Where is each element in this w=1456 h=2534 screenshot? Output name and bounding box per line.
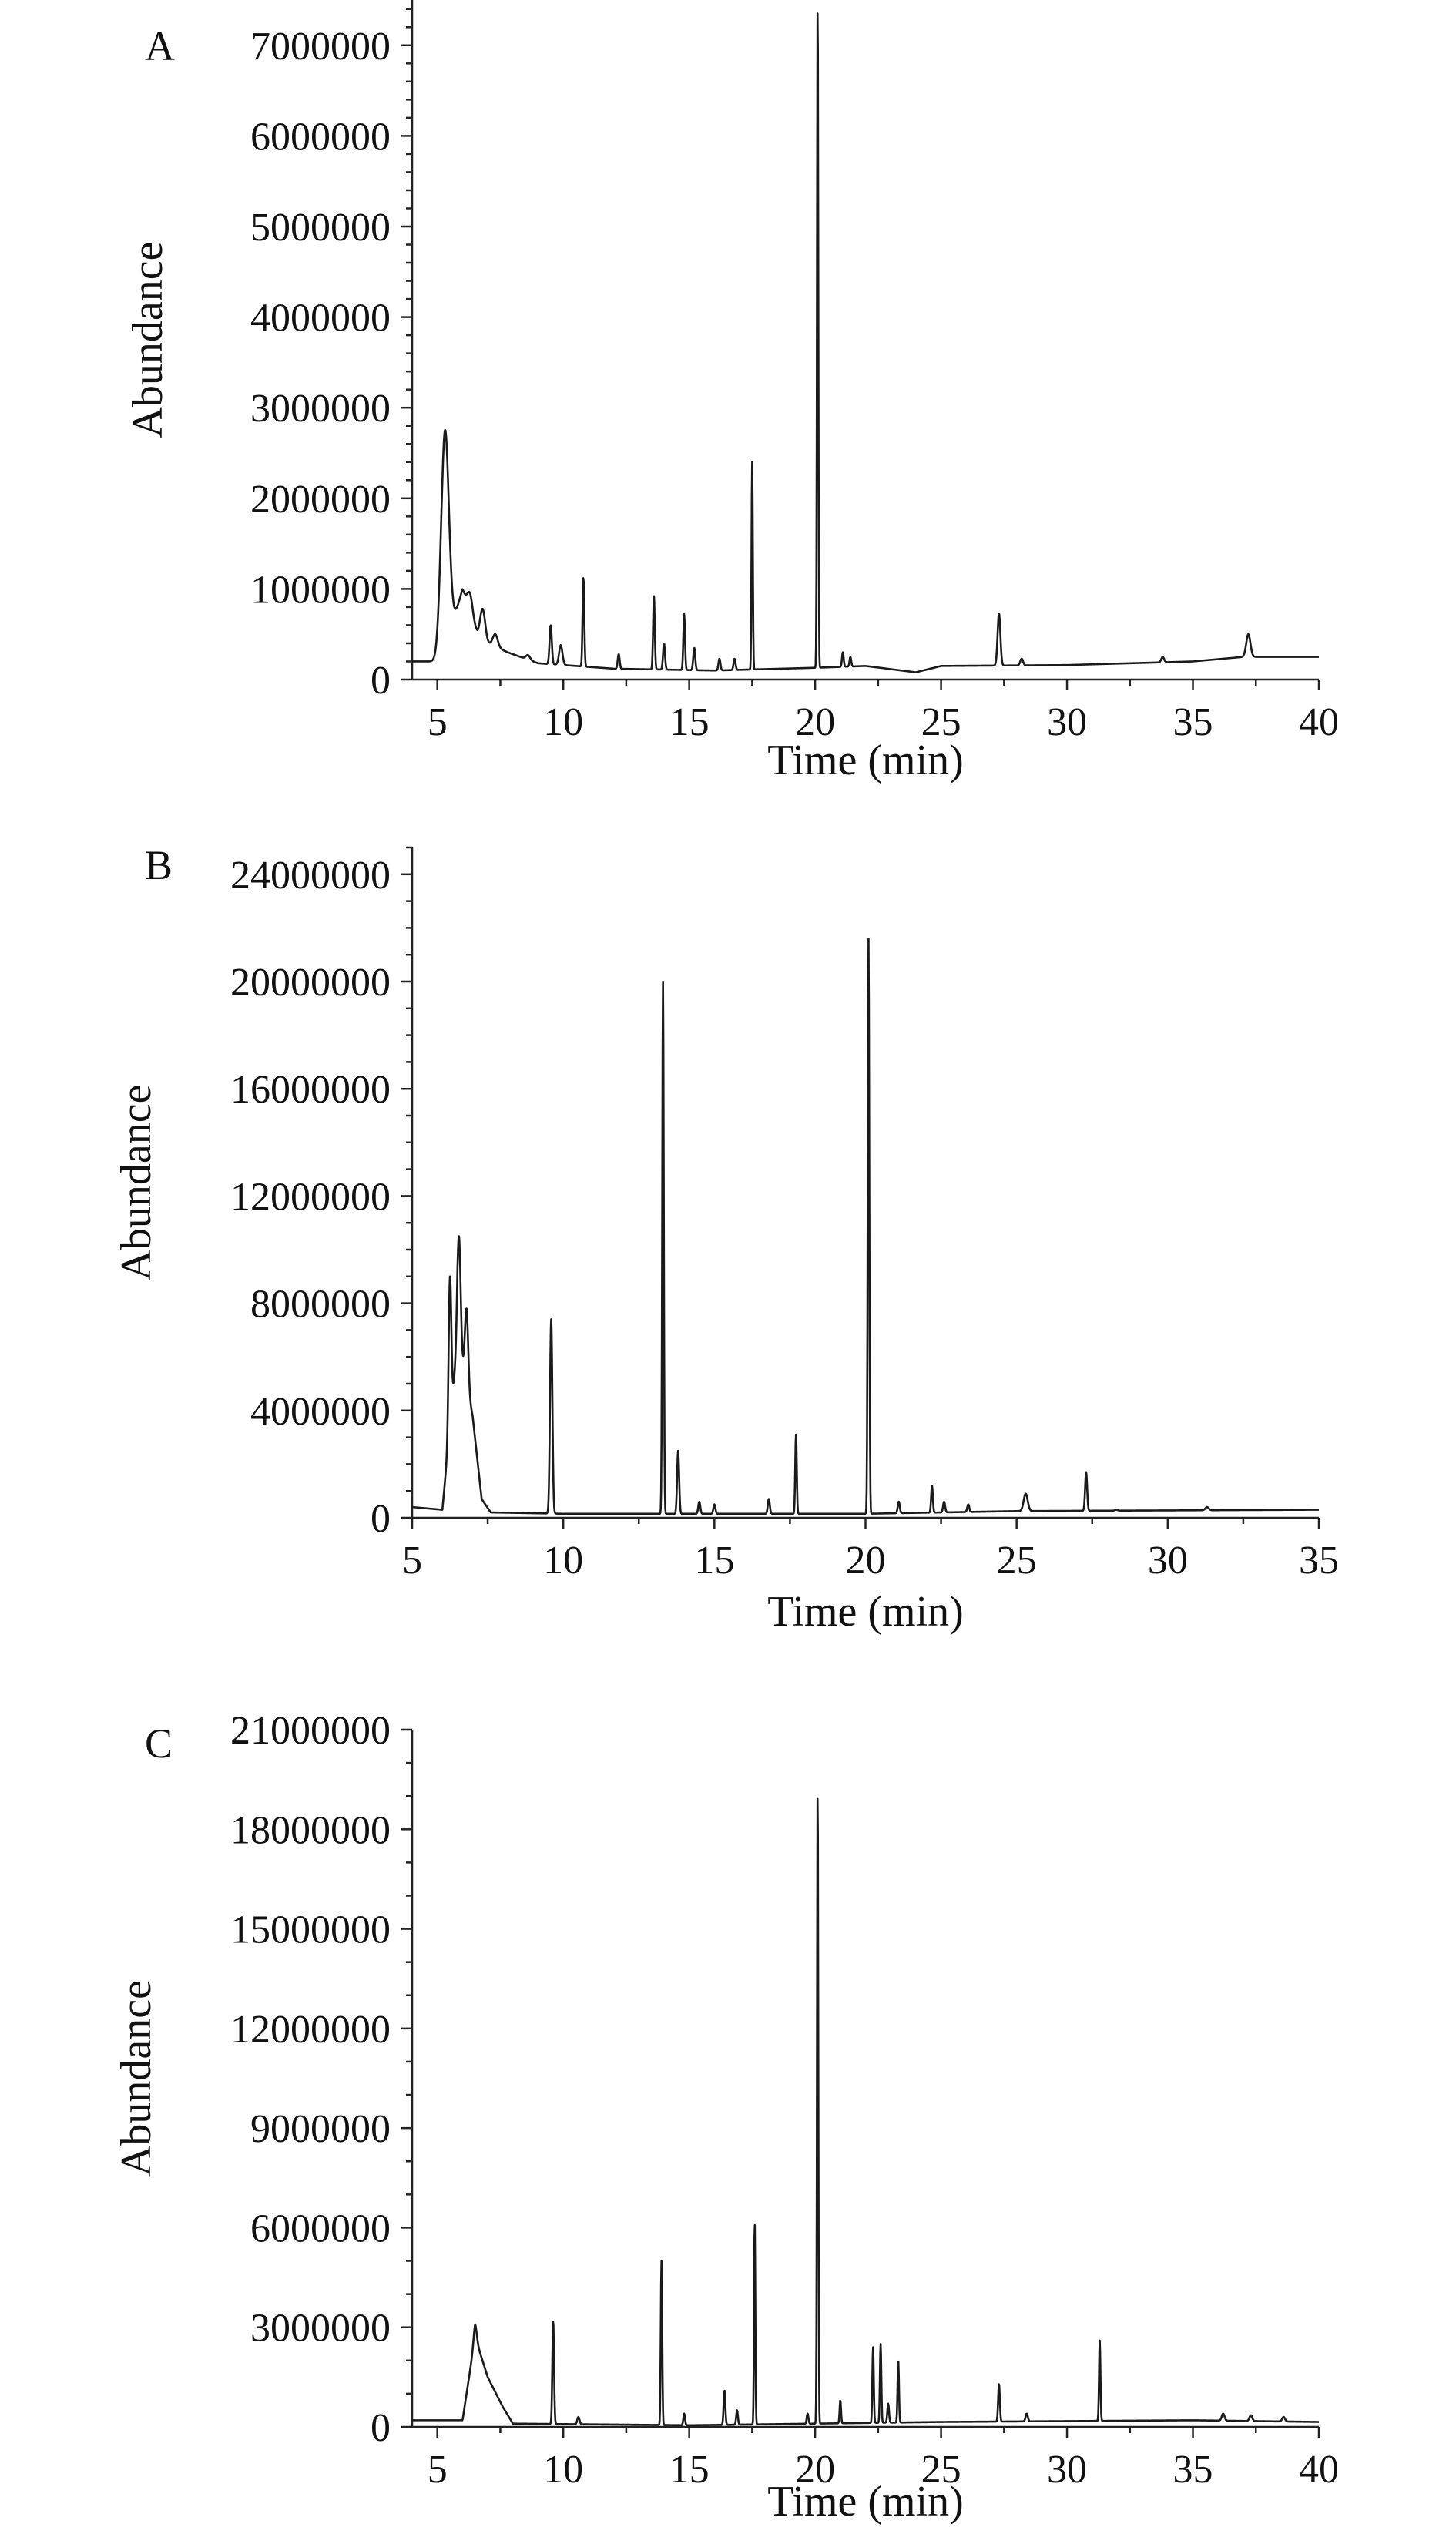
x-tick-label: 35 [1173,700,1213,744]
x-tick-label: 40 [1299,700,1339,744]
y-tick-label: 15000000 [230,1908,391,1952]
x-axis-title: Time (min) [767,737,964,784]
x-tick-label: 40 [1299,2448,1339,2492]
x-tick-label: 25 [921,2448,961,2492]
y-tick-label: 12000000 [230,2008,391,2052]
y-tick-label: 4000000 [250,1390,391,1434]
panel-letter: B [145,842,173,888]
x-tick-label: 35 [1299,1539,1339,1582]
y-axis-title: Abundance [112,1084,160,1280]
y-tick-label: 12000000 [230,1175,391,1219]
x-tick-label: 5 [428,700,448,744]
x-tick-label: 15 [694,1539,734,1582]
x-tick-label: 10 [543,700,583,744]
y-tick-label: 6000000 [250,2207,391,2250]
y-tick-label: 3000000 [250,387,391,431]
x-tick-label: 30 [1047,2448,1087,2492]
y-tick-label: 7000000 [250,25,391,69]
x-tick-label: 20 [795,2448,835,2492]
x-tick-label: 25 [921,700,961,744]
panel-letter: C [145,1720,173,1767]
y-tick-label: 0 [371,659,391,703]
x-tick-label: 30 [1047,700,1087,744]
chromatogram-b: B 0 4000000 8000000 12000000 16000000 20000000… [112,842,1339,1636]
y-tick-label: 4000000 [250,297,391,341]
chromatogram-panel-a: A 0 1000000 2000000 3000000 4000000 5000000 600… [0,0,1456,824]
y-tick-label: 21000000 [230,1709,391,1753]
x-tick-label: 15 [669,700,710,744]
y-tick-label: 18000000 [230,1808,391,1852]
x-tick-label: 10 [543,1539,583,1582]
y-tick-label: 5000000 [250,206,391,250]
y-axis-title: Abundance [112,1980,160,2177]
x-tick-label: 20 [795,700,835,744]
x-tick-label: 20 [846,1539,886,1582]
x-axis-title: Time (min) [767,1588,964,1636]
y-tick-label: 0 [371,1497,391,1541]
y-tick-label: 24000000 [230,854,391,898]
y-axis-title: Abundance [124,241,172,438]
y-tick-label: 3000000 [250,2307,391,2351]
x-tick-label: 10 [543,2448,583,2492]
y-tick-label: 8000000 [250,1283,391,1327]
y-tick-label: 2000000 [250,478,391,522]
x-tick-label: 5 [402,1539,422,1582]
x-axis-title: Time (min) [767,2478,964,2526]
chromatogram-trace [411,12,1320,673]
y-tick-label: 0 [371,2406,391,2450]
chromatogram-trace [411,938,1320,1515]
x-tick-label: 5 [428,2448,448,2492]
chromatogram-a: A 0 1000000 2000000 3000000 4000000 5000000 600… [124,0,1339,784]
chromatogram-panel-b: B 0 4000000 8000000 12000000 16000000 20000000… [0,824,1456,1672]
x-tick-label: 15 [669,2448,710,2492]
y-tick-label: 1000000 [250,568,391,612]
x-tick-label: 25 [997,1539,1037,1582]
chromatogram-c: C 0 3000000 6000000 9000000 12000000 15000000 1… [112,1709,1339,2526]
chromatogram-panel-c: C 0 3000000 6000000 9000000 12000000 15000000 1… [0,1672,1456,2534]
panel-letter: A [145,23,175,69]
x-tick-label: 35 [1173,2448,1213,2492]
y-tick-label: 9000000 [250,2107,391,2151]
y-tick-label: 6000000 [250,115,391,159]
y-tick-label: 20000000 [230,961,391,1005]
x-tick-label: 30 [1148,1539,1188,1582]
chromatogram-trace [411,1797,1320,2427]
y-tick-label: 16000000 [230,1068,391,1112]
